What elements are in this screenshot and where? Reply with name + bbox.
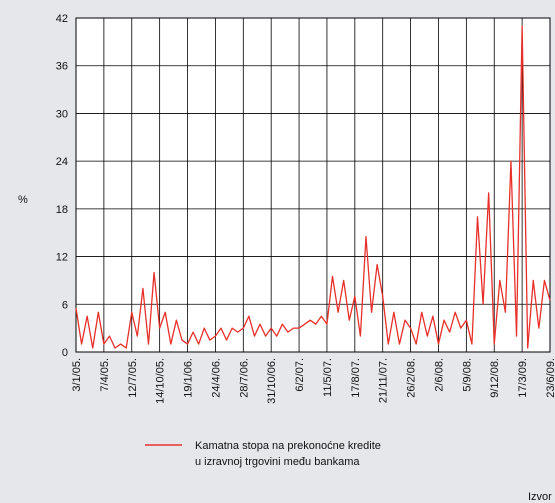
x-tick-label: 6/2/07. [294, 358, 306, 392]
y-tick-label: 12 [56, 252, 68, 264]
x-tick-label: 26/2/08. [406, 358, 418, 398]
line [75, 25, 551, 349]
x-tick-label: 31/10/06. [266, 358, 278, 404]
y-tick-label: 0 [62, 347, 68, 359]
x-tick-label: 2/6/08. [433, 358, 445, 392]
y-tick-label: 42 [56, 13, 68, 25]
y-tick-label: 36 [56, 61, 68, 73]
source-label: Izvor [528, 491, 552, 503]
x-tick-label: 5/9/08. [461, 358, 473, 392]
x-tick-label: 17/8/07. [350, 358, 362, 398]
x-tick-label: 28/7/06. [238, 358, 250, 398]
x-tick-label: 3/1/05. [71, 358, 83, 392]
x-tick-label: 7/4/05. [99, 358, 111, 392]
legend-label: Kamatna stopa na prekonoćne kredite [195, 440, 381, 452]
legend-label: u izravnoj trgovini među bankama [195, 456, 360, 468]
x-tick-label: 11/5/07. [322, 358, 334, 397]
x-tick-label: 24/4/06. [210, 358, 222, 398]
x-tick-label: 12/7/05. [127, 358, 139, 398]
y-tick-label: 24 [56, 156, 68, 168]
y-tick-label: 30 [56, 108, 68, 120]
y-tick-label: 18 [56, 204, 68, 216]
x-tick-label: 17/3/09. [517, 358, 529, 398]
x-tick-label: 19/1/06. [183, 358, 195, 398]
x-tick-label: 23/6/09. [545, 358, 555, 398]
x-tick-label: 14/10/05. [155, 358, 167, 404]
plot-area [75, 17, 551, 353]
x-tick-label: 21/11/07. [378, 358, 390, 403]
x-tick-label: 9/12/08. [489, 358, 501, 398]
y-axis-label: % [18, 194, 28, 206]
y-tick-label: 6 [62, 299, 68, 311]
